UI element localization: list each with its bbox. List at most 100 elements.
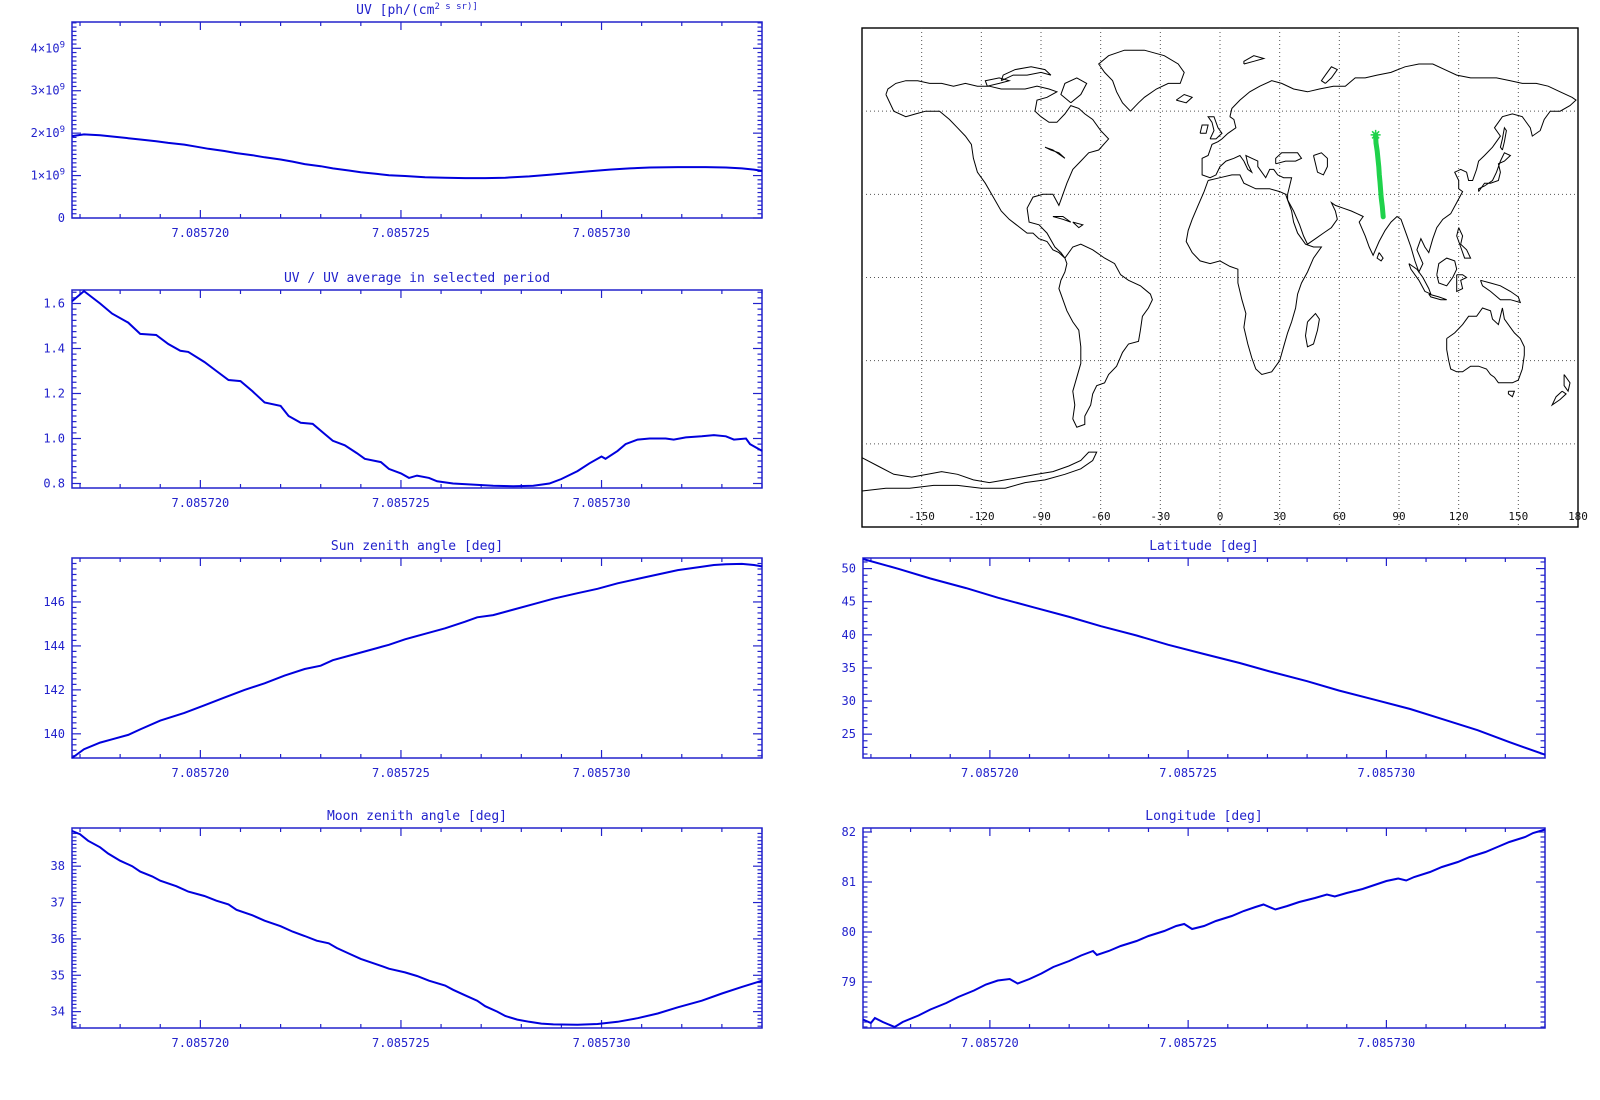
coastline [1275,152,1303,165]
plot-longitude: 7.085720 7.085725 7.085730 79 80 81 82 Longitud… [842,809,1546,1050]
coastline [1060,77,1088,104]
coastline [1199,124,1209,134]
y-tick-label: 82 [842,825,856,839]
y-tick-label: 1×109 [31,168,65,183]
data-line-uv-ratio [71,289,763,488]
map-lon-label: -30 [1150,510,1170,523]
coastline [1499,126,1507,151]
map-lon-label: 90 [1392,510,1405,523]
coastline [1480,279,1522,304]
coastline [1563,374,1571,393]
y-tick-label: 80 [842,925,856,939]
coastline [1456,227,1472,259]
data-line-uv [71,133,763,180]
y-tick-label: 36 [51,932,65,946]
data-line-sun-zenith [71,562,763,759]
world-map: -150 -120 -90 -60 -30 0 30 60 90 120 150 180 [861,27,1588,528]
plot-sun-zenith: 7.085720 7.085725 7.085730 140 142 144 146 Sun … [43,539,763,780]
ground-track [1373,132,1386,220]
y-tick-label: 0.8 [43,477,65,491]
y-tick-label: 81 [842,875,856,889]
x-tick-label: 7.085725 [372,766,430,780]
y-tick-label: 45 [842,595,856,609]
map-lon-label: -90 [1031,510,1051,523]
coastline [861,451,1098,492]
coastline [1436,257,1458,287]
y-tick-label: 140 [43,727,65,741]
plot-frame [71,557,763,759]
coastline [1058,243,1153,428]
plot-frame [71,21,763,219]
plot-title: Moon zenith angle [deg] [327,809,507,824]
map-lon-label: -120 [968,510,995,523]
coastline [1313,152,1328,176]
plot-frame [71,827,763,1029]
plot-title: Latitude [deg] [1149,539,1259,554]
plot-moon-zenith: 7.085720 7.085725 7.085730 34 35 36 37 38 Moon z… [51,809,763,1050]
coastline [1072,221,1084,229]
y-tick-label: 35 [842,661,856,675]
y-tick-label: 38 [51,859,65,873]
map-lon-label: 0 [1217,510,1224,523]
plot-uv-ratio: 7.085720 7.085725 7.085730 0.8 1.0 1.2 1.4 1.6 U… [43,271,763,510]
data-line-latitude [862,558,1546,756]
y-tick-label: 146 [43,595,65,609]
coastline [984,77,1012,87]
coastline [1052,216,1072,223]
map-lon-label: 30 [1273,510,1286,523]
x-tick-label: 7.085725 [372,226,430,240]
y-tick-label: 30 [842,694,856,708]
y-tick-label: 79 [842,975,856,989]
coastline [885,80,1110,259]
x-tick-label: 7.085725 [372,1036,430,1050]
x-tick-label: 7.085730 [1357,1036,1415,1050]
x-tick-label: 7.085730 [573,496,631,510]
x-tick-label: 7.085725 [372,496,430,510]
plot-title: Sun zenith angle [deg] [331,539,503,554]
plot-title: UV [ph/(cm2 s sr)] [356,2,478,18]
data-line-longitude [862,828,1546,1029]
x-tick-label: 7.085730 [1357,766,1415,780]
coastline [1098,49,1185,112]
x-tick-label: 7.085730 [573,766,631,780]
coastline [1408,263,1432,296]
plot-title: Longitude [deg] [1145,809,1262,824]
y-tick-label: 50 [842,562,856,576]
coastline [1304,312,1320,348]
coastline [1478,152,1512,192]
y-tick-label: 2×109 [31,125,65,140]
y-tick-label: 34 [51,1005,65,1019]
plot-frame [862,557,1546,759]
coastline [1320,66,1339,84]
x-tick-label: 7.085720 [171,226,229,240]
plot-latitude: 7.085720 7.085725 7.085730 25 30 35 40 45 50 Lati… [842,539,1546,780]
coastline [1243,55,1266,65]
y-tick-label: 3×109 [31,83,65,98]
x-tick-label: 7.085725 [1159,766,1217,780]
coastline [1044,146,1066,159]
y-tick-label: 144 [43,639,65,653]
plot-uv: 7.085720 7.085725 7.085730 0 1×109 2×109 3×109… [31,2,763,240]
y-tick-label: 1.2 [43,387,65,401]
data-line-moon-zenith [71,829,763,1026]
x-tick-label: 7.085730 [573,1036,631,1050]
map-lon-label: -60 [1091,510,1111,523]
y-tick-label: 142 [43,683,65,697]
map-lon-label: 60 [1333,510,1346,523]
x-tick-label: 7.085720 [171,1036,229,1050]
y-tick-label: 25 [842,727,856,741]
y-tick-label: 0 [58,211,65,225]
y-tick-label: 1.0 [43,432,65,446]
coastline [1446,307,1525,384]
coastline [1376,252,1384,262]
coastline [1201,63,1577,274]
coastline [1207,116,1223,140]
y-tick-label: 35 [51,968,65,982]
y-tick-label: 4×109 [31,40,65,55]
y-tick-label: 40 [842,628,856,642]
plot-title: UV / UV average in selected period [284,271,550,286]
x-tick-label: 7.085720 [171,496,229,510]
y-tick-label: 1.6 [43,297,65,311]
map-lon-label: 120 [1449,510,1469,523]
